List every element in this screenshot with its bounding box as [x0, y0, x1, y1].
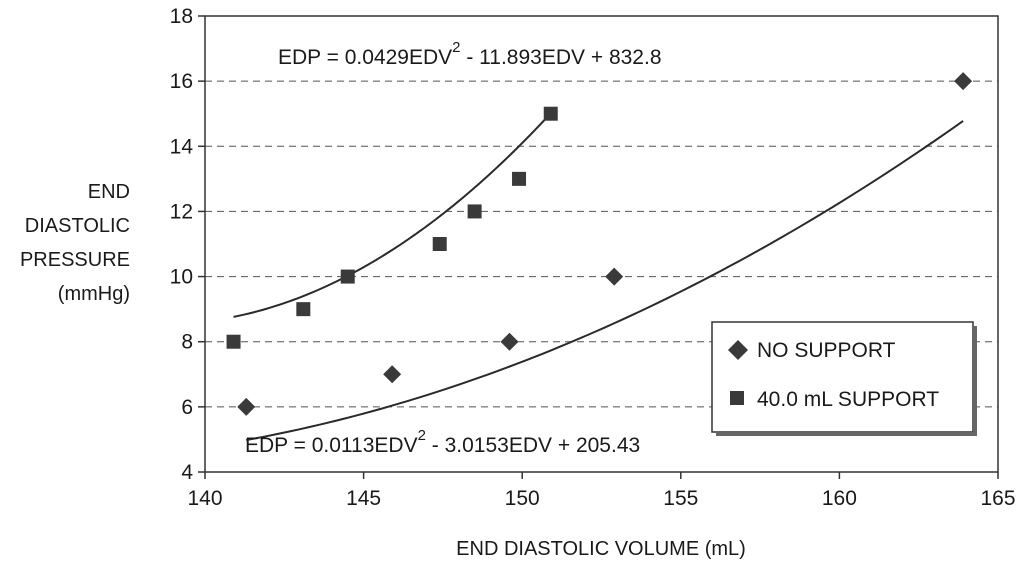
data-point-square — [340, 269, 355, 284]
y-tick-label: 4 — [181, 461, 193, 484]
equation-no-support: EDP = 0.0113EDV2 - 3.0153EDV + 205.43 — [245, 427, 640, 457]
x-tick-label: 155 — [663, 487, 698, 510]
y-axis-title-line: END — [88, 181, 130, 203]
legend-square-marker — [730, 391, 744, 405]
data-point-diamond — [605, 267, 624, 286]
fit-curve-no-support — [246, 120, 964, 442]
y-axis-title-line: DIASTOLIC — [25, 215, 130, 237]
legend-label-no-support: NO SUPPORT — [757, 339, 896, 362]
data-point-square — [543, 106, 558, 121]
equation-exponent: 2 — [418, 427, 426, 444]
x-tick-label: 140 — [187, 487, 222, 510]
y-tick-label: 18 — [170, 5, 193, 28]
equation-prefix: EDP = 0.0429EDV — [278, 46, 452, 69]
data-point-square — [467, 204, 482, 219]
equation-suffix: - 3.0153EDV + 205.43 — [426, 434, 640, 457]
y-tick-label: 8 — [181, 331, 193, 354]
data-point-square — [296, 302, 311, 317]
y-tick-label: 10 — [170, 266, 193, 289]
data-point-diamond — [954, 72, 973, 91]
equation-prefix: EDP = 0.0113EDV — [245, 434, 418, 457]
legend-diamond-marker — [728, 340, 748, 360]
y-tick-label: 14 — [170, 135, 194, 158]
y-axis-ticks: 4 6 8 10 12 14 16 18 — [170, 5, 205, 484]
legend-box-shadow — [973, 326, 977, 436]
x-axis-ticks: 140 145 150 155 160 165 — [187, 472, 1016, 510]
plot-area — [204, 15, 999, 473]
x-axis-title: END DIASTOLIC VOLUME (mL) — [456, 538, 746, 560]
data-points — [226, 72, 973, 416]
legend: NO SUPPORT 40.0 mL SUPPORT — [711, 321, 977, 436]
equation-suffix: - 11.893EDV + 832.8 — [461, 46, 662, 69]
data-point-square — [512, 171, 527, 186]
legend-box-shadow — [716, 432, 977, 436]
y-axis-title: END DIASTOLIC PRESSURE (mmHg) — [20, 181, 130, 305]
y-axis-title-line: (mmHg) — [58, 283, 130, 305]
equation-exponent: 2 — [452, 39, 460, 56]
y-tick-label: 12 — [170, 200, 193, 223]
data-point-square — [226, 334, 241, 349]
fit-curves — [233, 112, 964, 442]
data-point-square — [432, 237, 447, 251]
y-tick-label: 6 — [181, 396, 193, 419]
legend-label-40ml-support: 40.0 mL SUPPORT — [757, 388, 939, 411]
y-axis-title-line: PRESSURE — [20, 249, 130, 271]
data-point-diamond — [383, 365, 402, 384]
equation-40ml-support: EDP = 0.0429EDV2 - 11.893EDV + 832.8 — [278, 39, 662, 69]
data-point-diamond — [237, 397, 256, 416]
x-tick-label: 150 — [505, 487, 540, 510]
fit-curve-40ml-support — [233, 112, 552, 318]
data-point-diamond — [500, 332, 519, 351]
x-tick-label: 160 — [822, 487, 857, 510]
y-tick-label: 16 — [170, 70, 193, 93]
x-tick-label: 165 — [980, 487, 1015, 510]
x-tick-label: 145 — [346, 487, 381, 510]
